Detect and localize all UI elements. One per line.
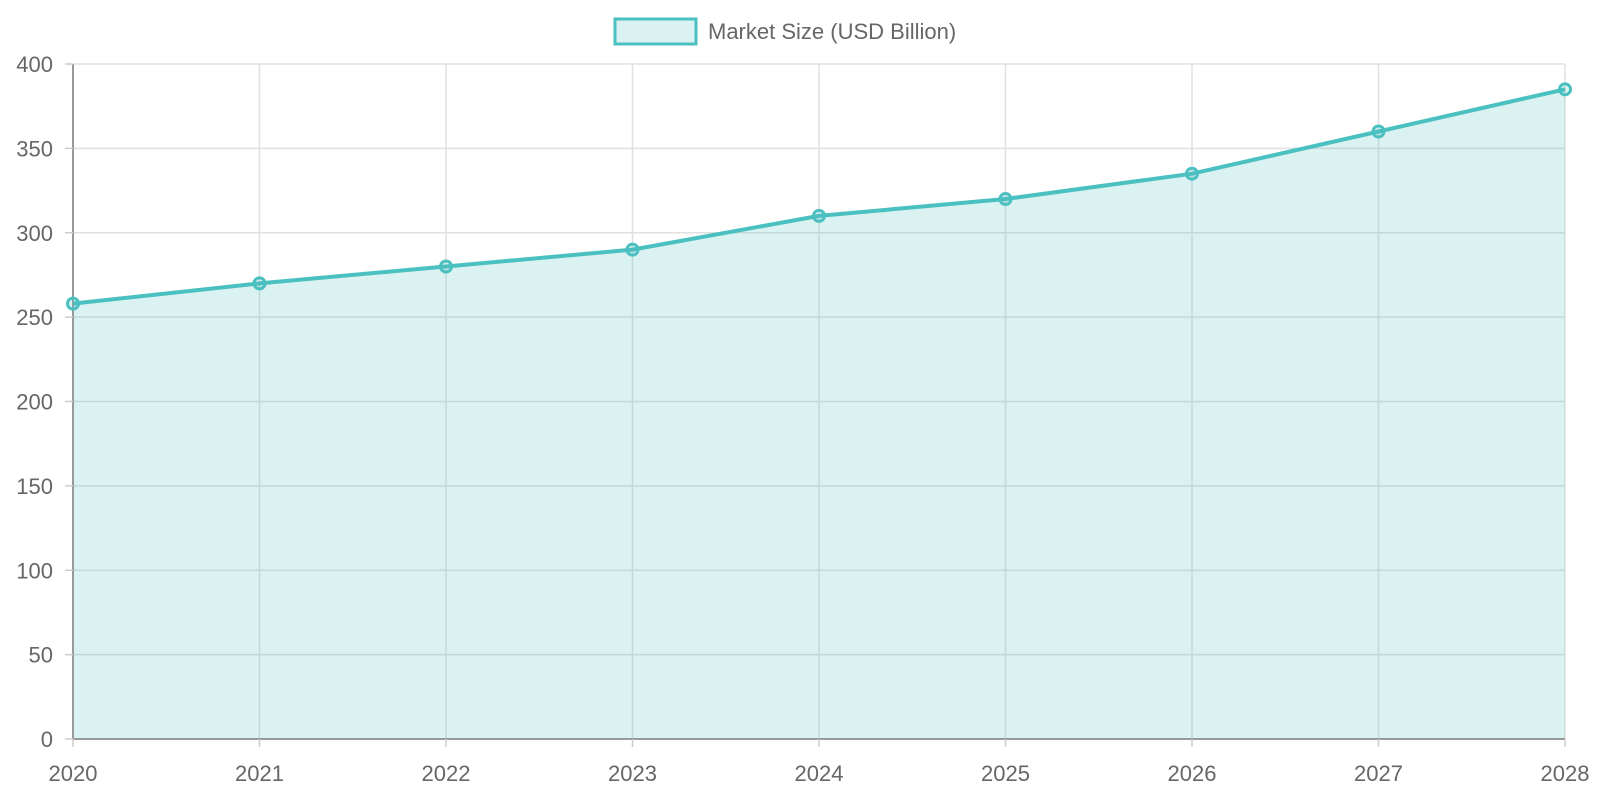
x-tick-label: 2028 (1541, 761, 1590, 786)
legend[interactable]: Market Size (USD Billion) (613, 17, 956, 46)
data-point[interactable] (66, 296, 80, 311)
y-tick-label: 200 (16, 390, 53, 415)
data-point[interactable] (252, 276, 267, 291)
data-point[interactable] (1558, 82, 1572, 97)
x-tick-label: 2021 (235, 761, 284, 786)
y-tick-label: 50 (29, 643, 53, 668)
series-area (73, 89, 1565, 739)
y-axis-ticks: 0 50 100 150 200 250 300 350 400 (16, 52, 73, 752)
y-tick-label: 100 (16, 558, 53, 583)
x-tick-label: 2020 (49, 761, 98, 786)
x-tick-label: 2023 (608, 761, 657, 786)
y-tick-label: 400 (16, 52, 53, 77)
y-tick-label: 0 (41, 727, 53, 752)
y-tick-label: 150 (16, 474, 53, 499)
x-tick-label: 2026 (1168, 761, 1217, 786)
legend-label[interactable]: Market Size (USD Billion) (708, 19, 956, 44)
legend-swatch[interactable] (613, 17, 698, 46)
series-line (72, 87, 1566, 306)
x-tick-label: 2022 (422, 761, 471, 786)
grid (72, 63, 1566, 740)
x-tick-label: 2025 (981, 761, 1030, 786)
x-tick-label: 2027 (1354, 761, 1403, 786)
data-point[interactable] (812, 208, 826, 223)
data-point[interactable] (1371, 124, 1386, 139)
x-axis-ticks: 2020 2021 2022 2023 2024 2025 2026 2027 2028 (49, 739, 1590, 786)
data-point[interactable] (625, 242, 640, 257)
points-layer (66, 82, 1572, 311)
line-layer (72, 87, 1566, 306)
y-tick-label: 300 (16, 221, 53, 246)
y-tick-label: 350 (16, 136, 53, 161)
data-point[interactable] (998, 192, 1013, 206)
area-layer (73, 89, 1565, 739)
data-point[interactable] (439, 259, 453, 274)
x-tick-label: 2024 (795, 761, 844, 786)
data-point[interactable] (1185, 166, 1199, 181)
y-tick-label: 250 (16, 305, 53, 330)
